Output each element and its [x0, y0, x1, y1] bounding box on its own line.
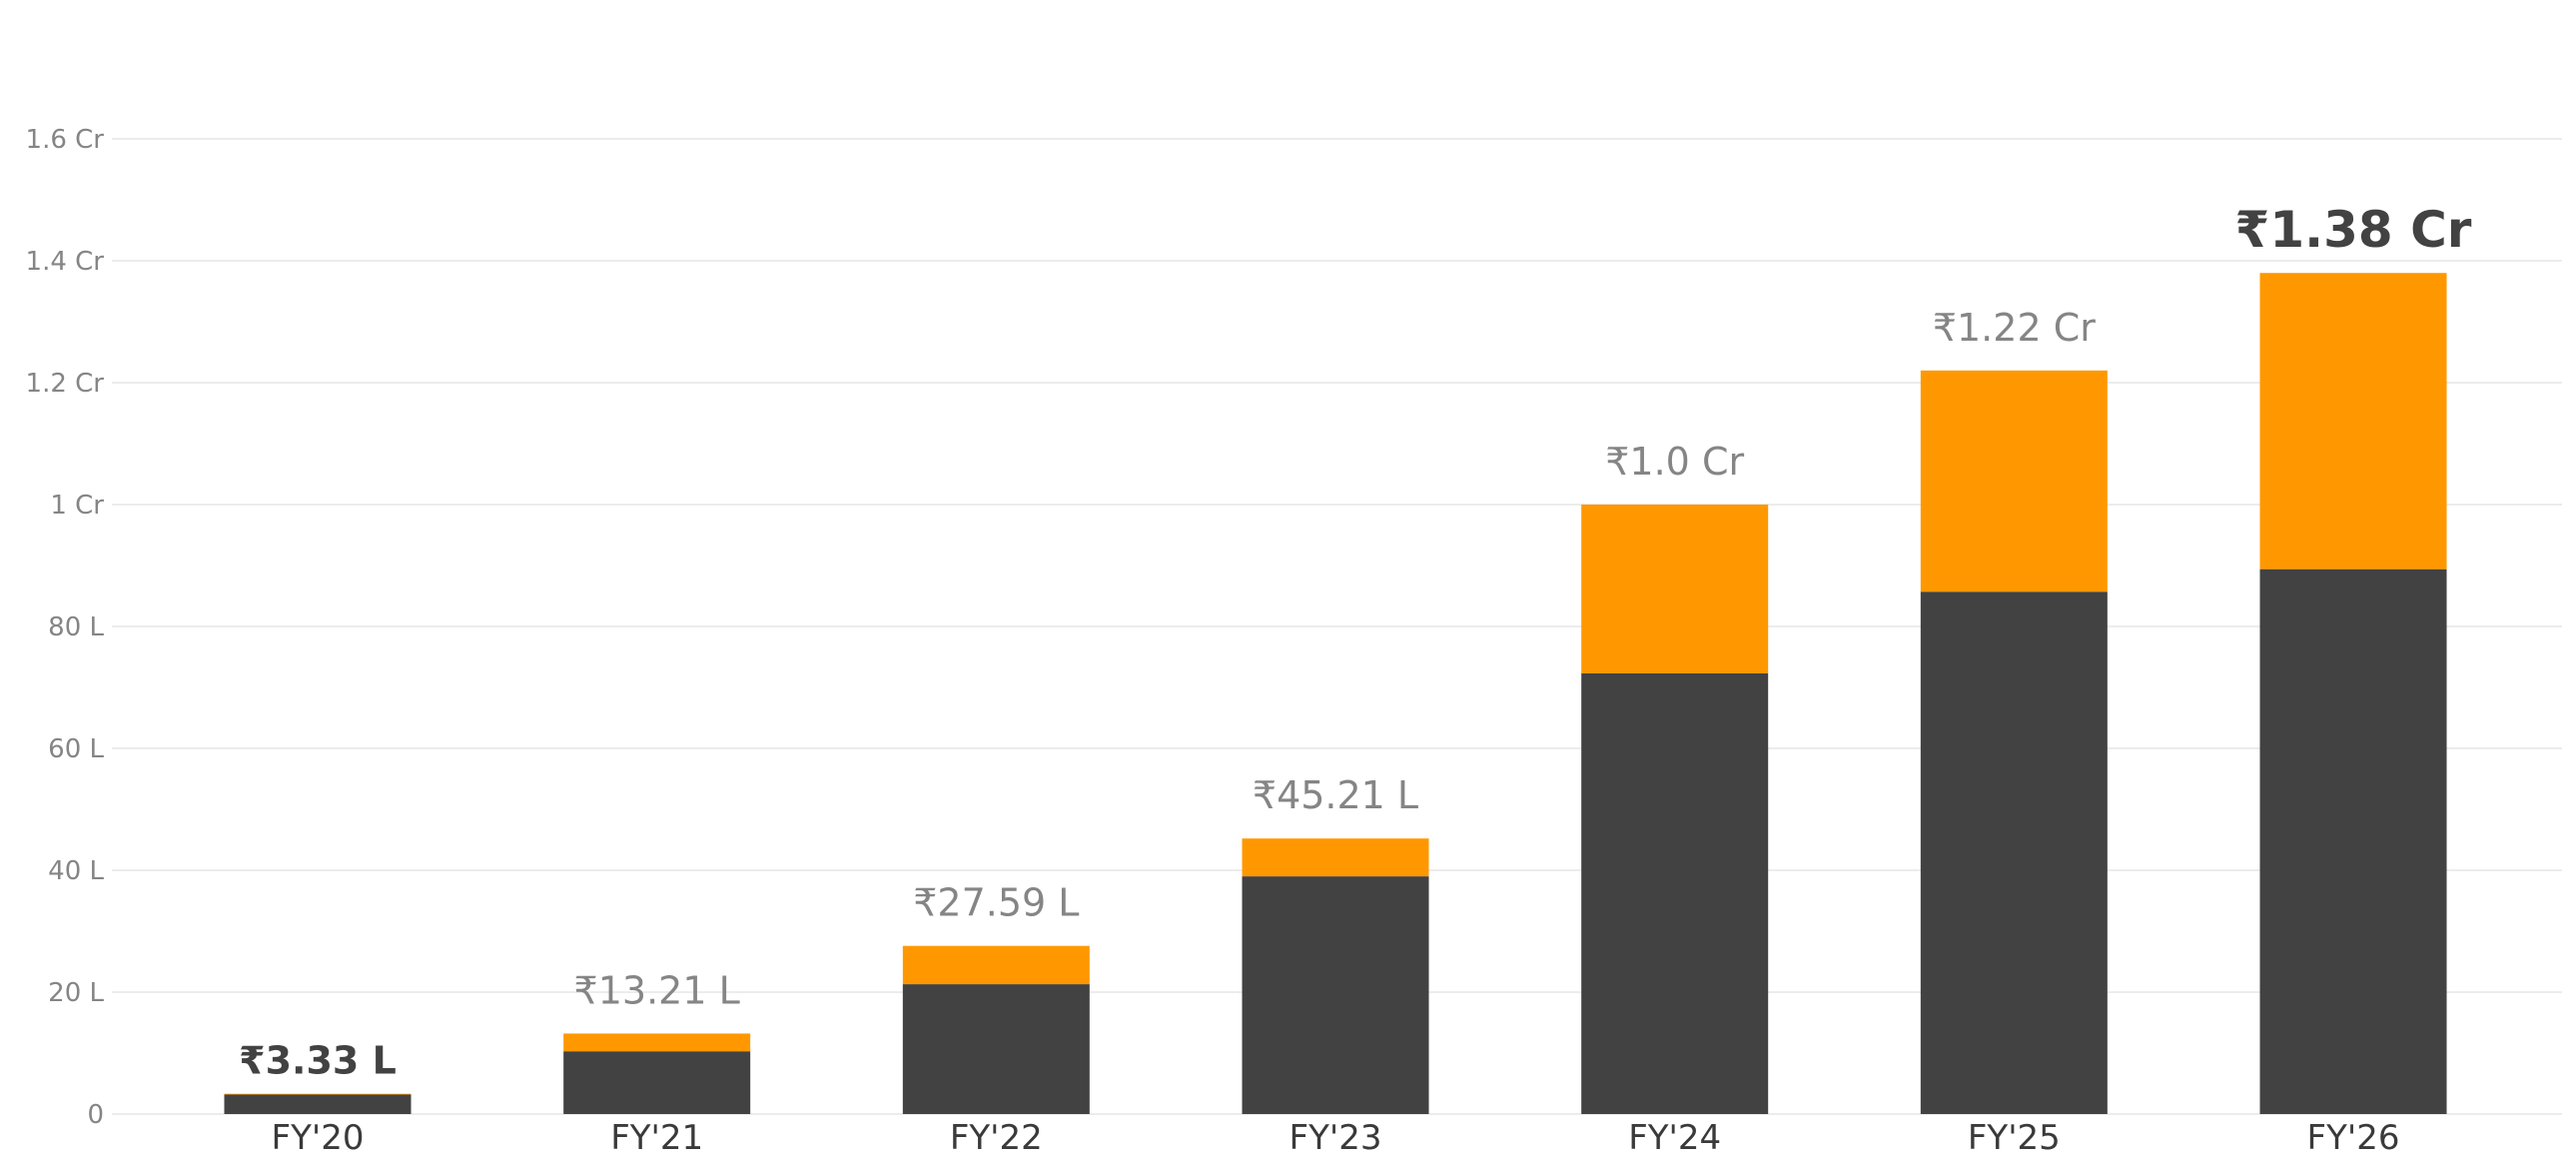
x-tick-label: FY'23 — [1289, 1118, 1382, 1158]
x-tick-label: FY'20 — [272, 1118, 365, 1158]
x-tick-label: FY'22 — [950, 1118, 1043, 1158]
bar-segment-top — [563, 1033, 751, 1052]
bar-total-label: ₹45.21 L — [1253, 773, 1418, 817]
bar-total-label: ₹1.22 Cr — [1933, 306, 2096, 350]
bar-segment-base — [902, 984, 1090, 1114]
bar-segment-top — [902, 945, 1090, 985]
bar-total-labels: ₹3.33 L ₹13.21 L ₹27.59 L ₹45.21 L ₹1.0 Cr ₹1… — [239, 201, 2472, 1082]
x-tick-label: FY'21 — [610, 1118, 703, 1158]
bar-segment-base — [1581, 672, 1769, 1114]
x-tick-label: FY'24 — [1628, 1118, 1721, 1158]
y-tick-label: 1.6 Cr — [26, 125, 105, 155]
bar-segment-top — [224, 1093, 412, 1095]
x-axis-tick-labels: FY'20 FY'21 FY'22 FY'23 FY'24 FY'25 FY'26 — [272, 1118, 2400, 1158]
bar-segment-base — [1920, 591, 2108, 1114]
bar-segment-base — [224, 1094, 412, 1114]
bar-total-label: ₹1.0 Cr — [1605, 440, 1744, 484]
y-tick-label: 1 Cr — [50, 491, 104, 521]
y-tick-label: 1.4 Cr — [26, 247, 105, 277]
bar-total-label: ₹1.38 Cr — [2235, 201, 2472, 259]
bar-segment-top — [1920, 370, 2108, 592]
y-axis-tick-labels: 0 20 L 40 L 60 L 80 L 1 Cr 1.2 Cr 1.4 Cr 1.6 Cr — [26, 125, 105, 1130]
y-tick-label: 60 L — [48, 734, 104, 764]
y-tick-label: 0 — [87, 1100, 104, 1130]
y-tick-label: 80 L — [48, 612, 104, 642]
bar-total-label: ₹13.21 L — [574, 968, 740, 1012]
x-tick-label: FY'25 — [1968, 1118, 2061, 1158]
bar-segment-base — [1242, 876, 1429, 1114]
bar-segment-base — [563, 1051, 751, 1114]
bar-segment-top — [1581, 505, 1769, 673]
y-tick-label: 40 L — [48, 856, 104, 886]
x-tick-label: FY'26 — [2307, 1118, 2400, 1158]
bar-segment-base — [2259, 569, 2447, 1114]
bars — [224, 273, 2447, 1114]
y-tick-label: 1.2 Cr — [26, 369, 105, 399]
y-tick-label: 20 L — [48, 978, 104, 1008]
gridlines — [112, 138, 2562, 1115]
bar-segment-top — [1242, 838, 1429, 877]
bar-segment-top — [2259, 273, 2447, 570]
bar-total-label: ₹3.33 L — [239, 1039, 397, 1083]
bar-total-label: ₹27.59 L — [913, 881, 1079, 925]
